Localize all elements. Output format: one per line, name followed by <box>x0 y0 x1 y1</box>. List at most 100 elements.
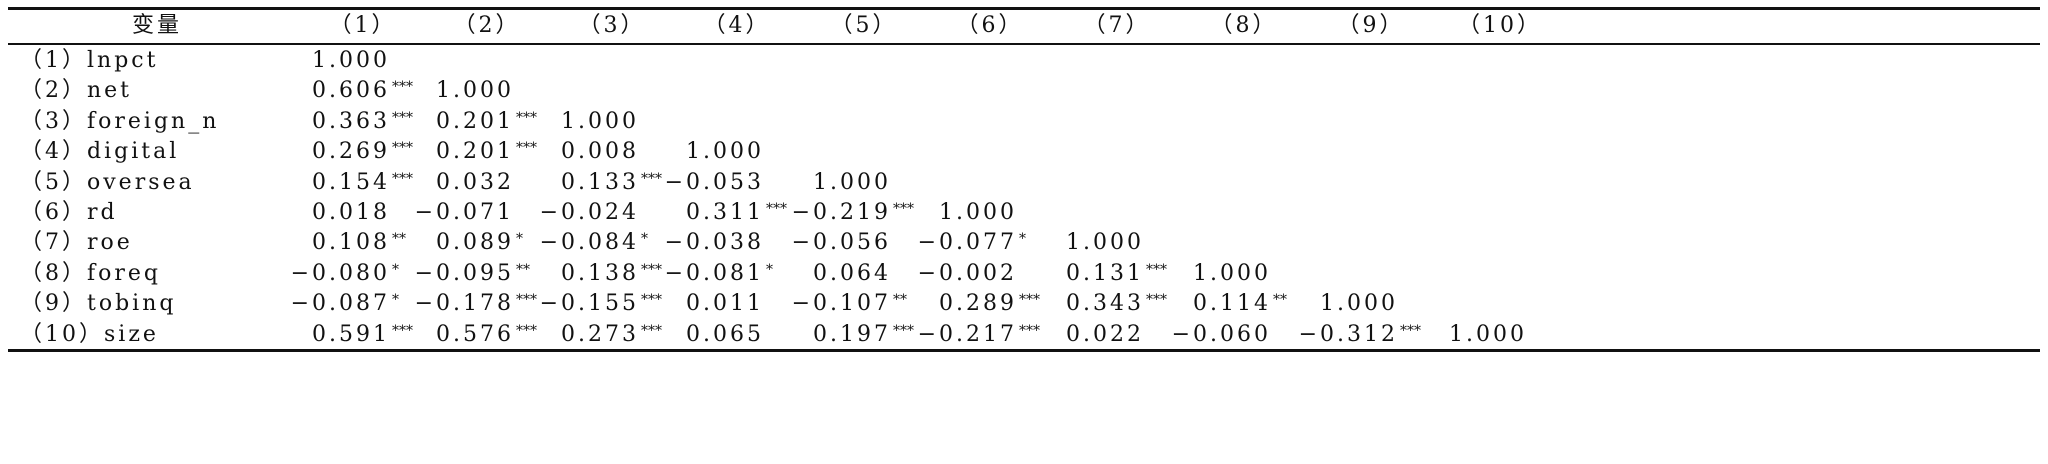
significance-stars: ** <box>893 292 907 309</box>
cell-value: 0.114 <box>1193 291 1271 317</box>
cell-value: −0.002 <box>917 260 1017 286</box>
cell-value: 1.000 <box>1320 291 1398 317</box>
cell-value: 0.065 <box>686 321 764 347</box>
significance-stars: *** <box>641 322 662 339</box>
column-header: （6） <box>956 13 1024 38</box>
significance-stars: * <box>392 261 399 278</box>
cell-value: 0.064 <box>813 260 891 286</box>
cell-value: −0.219 <box>791 200 891 225</box>
column-header: （8） <box>1210 13 1278 38</box>
cell-value: 0.022 <box>1066 321 1144 347</box>
row-label: （2）net <box>20 78 133 104</box>
cell-value: −0.087 <box>290 291 390 317</box>
cell-value: 0.018 <box>312 200 390 225</box>
cell-value: 0.201 <box>436 139 514 165</box>
row-label: （9）tobinq <box>20 291 177 317</box>
row-label: （10）size <box>20 321 159 347</box>
cell-value: 0.269 <box>312 139 390 165</box>
significance-stars: *** <box>641 292 662 309</box>
row-label: （8）foreq <box>20 260 162 286</box>
significance-stars: *** <box>641 261 662 278</box>
significance-stars: * <box>516 231 523 248</box>
cell-value: −0.038 <box>664 230 764 256</box>
cell-value: 1.000 <box>1193 260 1271 286</box>
significance-stars: *** <box>1146 261 1167 278</box>
cell-value: 0.133 <box>561 169 639 195</box>
row-label: （1）lnpct <box>20 48 159 73</box>
cell-value: −0.081 <box>664 260 764 286</box>
cell-value: 0.197 <box>813 321 891 347</box>
cell-value: 1.000 <box>312 48 390 73</box>
cell-value: 0.089 <box>436 230 514 256</box>
cell-value: 0.108 <box>312 230 390 256</box>
row-label: （6）rd <box>20 200 118 225</box>
significance-stars: * <box>641 231 648 248</box>
cell-value: 0.576 <box>436 321 514 347</box>
significance-stars: ** <box>392 231 406 248</box>
significance-stars: *** <box>392 109 413 126</box>
significance-stars: *** <box>1019 292 1040 309</box>
significance-stars: *** <box>516 322 537 339</box>
column-header: （5） <box>830 13 898 38</box>
cell-value: −0.024 <box>539 200 639 225</box>
cell-value: −0.312 <box>1298 321 1398 347</box>
row-label: （4）digital <box>20 139 180 165</box>
column-header: （9） <box>1337 13 1405 38</box>
cell-value: −0.056 <box>791 230 891 256</box>
cell-value: 0.273 <box>561 321 639 347</box>
significance-stars: *** <box>392 79 413 96</box>
significance-stars: * <box>1019 231 1026 248</box>
cell-value: −0.107 <box>791 291 891 317</box>
significance-stars: * <box>392 292 399 309</box>
cell-value: 0.154 <box>312 169 390 195</box>
cell-value: 0.131 <box>1066 260 1144 286</box>
cell-value: 0.363 <box>312 108 390 134</box>
column-header: （1） <box>329 13 397 38</box>
row-label: （5）oversea <box>20 169 195 195</box>
column-header: （10） <box>1458 13 1542 38</box>
cell-value: 0.032 <box>436 169 514 195</box>
top-rule <box>8 7 2040 10</box>
significance-stars: ** <box>516 261 530 278</box>
cell-value: 0.011 <box>686 291 764 317</box>
significance-stars: *** <box>516 109 537 126</box>
cell-value: 1.000 <box>813 169 891 195</box>
column-header: （4） <box>703 13 771 38</box>
cell-value: −0.217 <box>917 321 1017 347</box>
column-header: （3） <box>578 13 646 38</box>
significance-stars: *** <box>1019 322 1040 339</box>
header-rule <box>8 43 2040 45</box>
significance-stars: *** <box>766 201 787 217</box>
significance-stars: *** <box>893 322 914 339</box>
column-header: 变量 <box>131 13 183 38</box>
cell-value: −0.080 <box>290 260 390 286</box>
significance-stars: *** <box>516 140 537 157</box>
column-header: （7） <box>1083 13 1151 38</box>
bottom-rule <box>8 349 2040 352</box>
cell-value: 0.311 <box>686 200 764 225</box>
cell-value: −0.155 <box>539 291 639 317</box>
cell-value: 1.000 <box>939 200 1017 225</box>
column-header: （2） <box>453 13 521 38</box>
significance-stars: *** <box>1146 292 1167 309</box>
cell-value: 0.343 <box>1066 291 1144 317</box>
cell-value: 1.000 <box>1449 321 1527 347</box>
cell-value: 0.138 <box>561 260 639 286</box>
significance-stars: *** <box>641 170 662 187</box>
cell-value: 1.000 <box>561 108 639 134</box>
cell-value: 1.000 <box>1066 230 1144 256</box>
cell-value: 0.289 <box>939 291 1017 317</box>
cell-value: −0.084 <box>539 230 639 256</box>
cell-value: −0.071 <box>414 200 514 225</box>
row-label: （3）foreign_n <box>20 108 220 134</box>
cell-value: −0.060 <box>1171 321 1271 347</box>
cell-value: −0.053 <box>664 169 764 195</box>
cell-value: −0.178 <box>414 291 514 317</box>
cell-value: 0.008 <box>561 139 639 165</box>
significance-stars: *** <box>516 292 537 309</box>
cell-value: 0.606 <box>312 78 390 104</box>
significance-stars: * <box>766 261 773 278</box>
cell-value: −0.095 <box>414 260 514 286</box>
cell-value: 0.201 <box>436 108 514 134</box>
